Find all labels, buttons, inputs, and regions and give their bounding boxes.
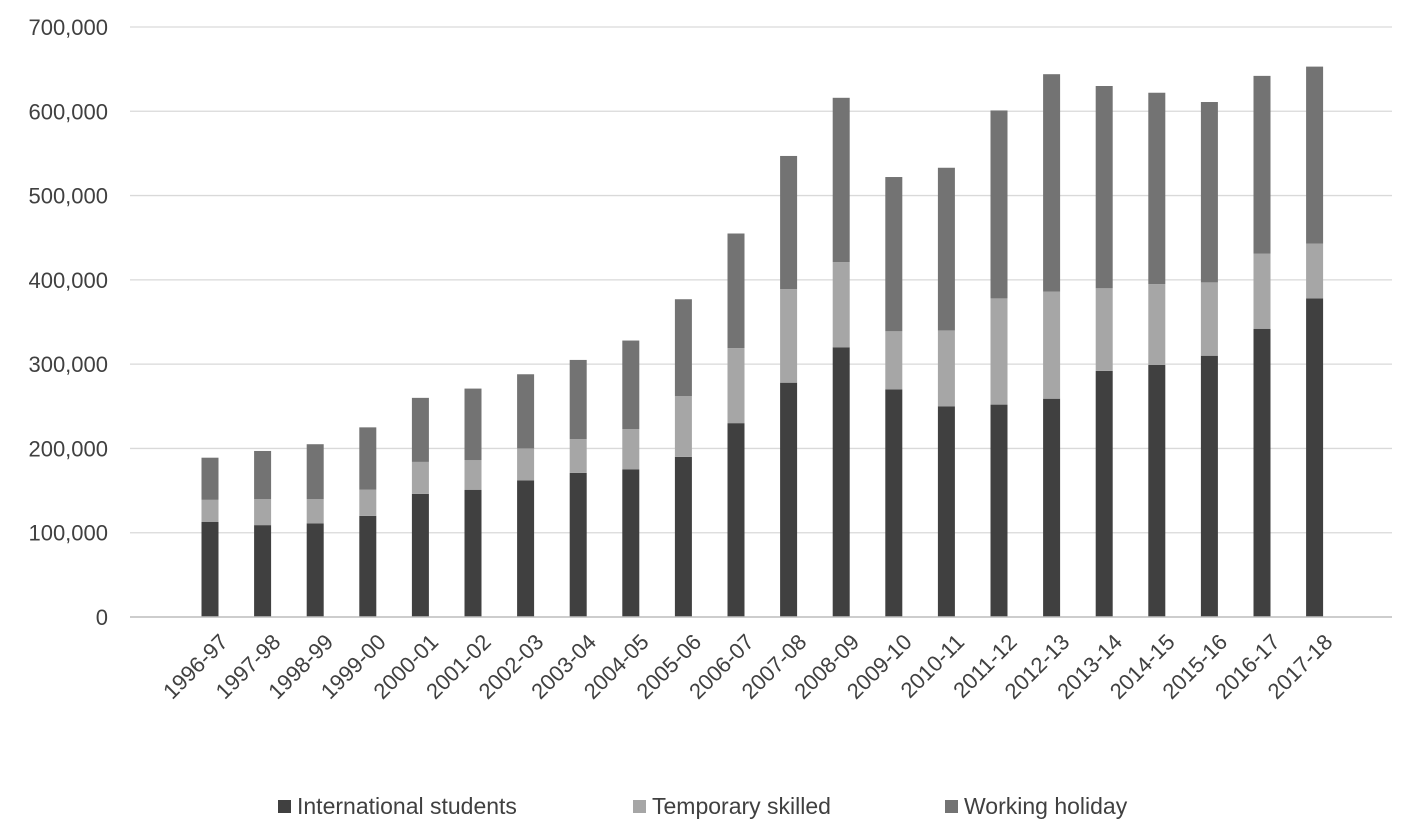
bar-segment-international-students — [464, 489, 482, 617]
bar-segment-international-students — [780, 382, 798, 617]
bar-segment-working-holiday — [1148, 92, 1166, 285]
y-tick-label: 100,000 — [28, 521, 108, 546]
y-tick-label: 200,000 — [28, 436, 108, 461]
bar-segment-temporary-skilled — [990, 298, 1008, 405]
bar-segment-international-students — [727, 423, 745, 617]
bar-segment-temporary-skilled — [937, 330, 955, 407]
y-tick-label: 600,000 — [28, 99, 108, 124]
bar-segment-international-students — [885, 389, 903, 617]
bar-segment-temporary-skilled — [517, 448, 535, 481]
chart-plot: 0 100,000 200,000 300,000 400,000 500,000 600,… — [28, 15, 1392, 704]
bar-segment-temporary-skilled — [569, 439, 587, 473]
legend-label-temporary-skilled: Temporary skilled — [652, 792, 831, 819]
bar-segment-temporary-skilled — [254, 499, 272, 526]
y-tick-label: 400,000 — [28, 268, 108, 293]
bar-segment-temporary-skilled — [464, 460, 482, 490]
bar-segment-international-students — [1306, 298, 1324, 617]
bar-segment-working-holiday — [359, 427, 377, 490]
bar-segment-working-holiday — [727, 233, 745, 349]
bar-segment-working-holiday — [885, 177, 903, 332]
bar-segment-temporary-skilled — [727, 348, 745, 424]
bar-segment-working-holiday — [674, 299, 692, 397]
y-tick-label: 300,000 — [28, 352, 108, 377]
bar-segment-international-students — [1043, 398, 1061, 617]
legend: International students Temporary skilled… — [0, 788, 1408, 824]
bar-segment-working-holiday — [569, 359, 587, 440]
bar-segment-temporary-skilled — [674, 396, 692, 457]
legend-item-working-holiday: Working holiday — [945, 788, 1127, 824]
bar-segment-temporary-skilled — [622, 429, 640, 470]
bar-segment-international-students — [674, 456, 692, 617]
bar-segment-working-holiday — [306, 444, 324, 499]
bar-segment-working-holiday — [254, 450, 272, 499]
legend-label-working-holiday: Working holiday — [964, 792, 1128, 819]
y-tick-label: 700,000 — [28, 15, 108, 40]
y-tick-label: 500,000 — [28, 184, 108, 209]
legend-item-international-students: International students — [278, 788, 517, 824]
bar-segment-working-holiday — [622, 340, 640, 430]
bar-segment-international-students — [201, 521, 219, 617]
bar-segment-working-holiday — [937, 167, 955, 331]
bar-segment-working-holiday — [464, 388, 482, 461]
bar-segment-temporary-skilled — [306, 499, 324, 524]
bar-segment-temporary-skilled — [780, 289, 798, 383]
bar-segment-working-holiday — [990, 110, 1008, 299]
bar-segment-temporary-skilled — [1306, 243, 1324, 299]
bar-segment-international-students — [411, 493, 429, 617]
bar-segment-working-holiday — [411, 397, 429, 462]
bar-segment-working-holiday — [1306, 66, 1324, 244]
legend-swatch-temporary-skilled — [633, 799, 646, 813]
bar-segment-temporary-skilled — [1095, 288, 1113, 371]
bar-segment-working-holiday — [517, 374, 535, 449]
bar-segment-temporary-skilled — [359, 489, 377, 516]
bar-segment-temporary-skilled — [885, 331, 903, 390]
bar-segment-international-students — [254, 525, 272, 617]
bar-segment-working-holiday — [832, 97, 850, 263]
bar-segment-international-students — [306, 523, 324, 617]
legend-swatch-working-holiday — [945, 799, 958, 813]
bar-segment-international-students — [1200, 355, 1218, 617]
bar-segment-international-students — [832, 347, 850, 617]
bar-segment-temporary-skilled — [1148, 284, 1166, 365]
bar-segment-working-holiday — [1043, 74, 1061, 292]
bar-segment-international-students — [622, 469, 640, 617]
bar-segment-international-students — [1095, 370, 1113, 617]
bar-segment-temporary-skilled — [1043, 291, 1061, 399]
bar-segment-temporary-skilled — [1253, 253, 1271, 329]
bar-segment-temporary-skilled — [411, 461, 429, 494]
bar-segment-temporary-skilled — [832, 262, 850, 348]
bar-segment-temporary-skilled — [201, 499, 219, 522]
bar-segment-international-students — [569, 472, 587, 617]
bar-segment-working-holiday — [780, 155, 798, 290]
y-tick-label: 0 — [96, 605, 108, 630]
bar-segment-working-holiday — [1253, 75, 1271, 254]
legend-label-international-students: International students — [297, 792, 517, 819]
bar-segment-international-students — [1148, 364, 1166, 617]
bar-segment-working-holiday — [1095, 86, 1113, 289]
bar-segment-international-students — [517, 480, 535, 617]
bar-segment-international-students — [990, 404, 1008, 617]
legend-item-temporary-skilled: Temporary skilled — [633, 788, 831, 824]
legend-swatch-international-students — [278, 799, 291, 813]
bar-segment-temporary-skilled — [1200, 282, 1218, 356]
bar-segment-international-students — [1253, 328, 1271, 617]
bar-segment-working-holiday — [1200, 102, 1218, 283]
bar-segment-international-students — [359, 515, 377, 617]
bar-segment-working-holiday — [201, 457, 219, 500]
bar-segment-international-students — [937, 406, 955, 617]
